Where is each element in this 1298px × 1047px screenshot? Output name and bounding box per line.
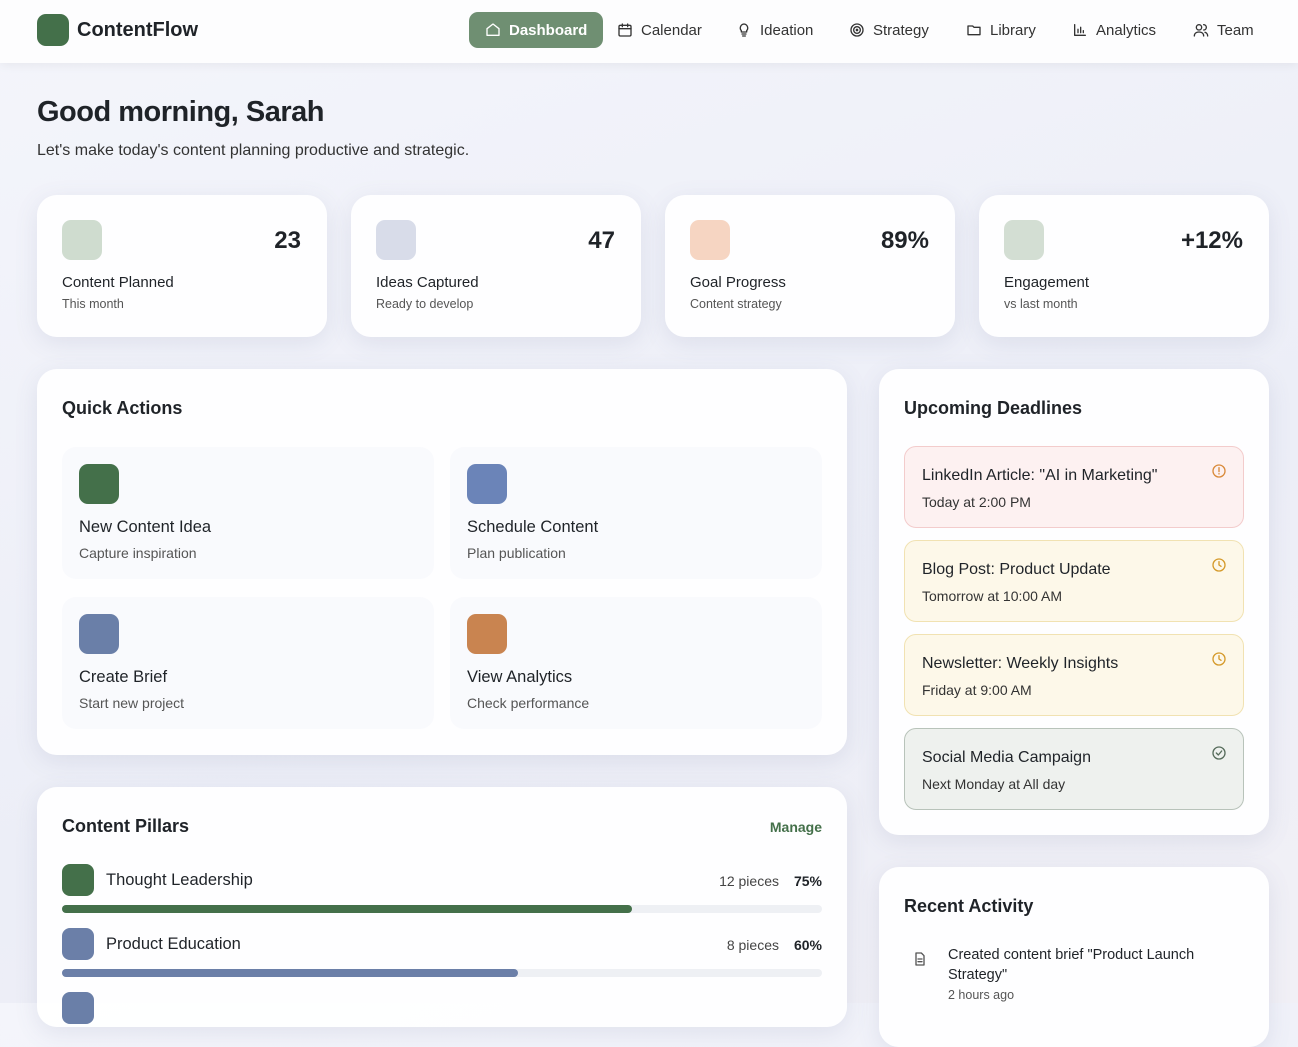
logo[interactable]	[37, 14, 69, 46]
stat-label: Engagement	[1004, 274, 1090, 291]
deadline-title: Social Media Campaign	[922, 749, 1091, 766]
stat-sub: This month	[62, 297, 124, 311]
stat-value: 47	[588, 227, 615, 254]
nav-label: Team	[1217, 21, 1254, 39]
activity-text: Created content brief "Product Launch St…	[948, 947, 1195, 983]
action-icon	[79, 614, 119, 654]
quick-action[interactable]: Create Brief Start new project	[62, 597, 434, 729]
nav-item[interactable]: Dashboard	[469, 12, 604, 48]
deadlines: Upcoming Deadlines LinkedIn Article: "AI…	[879, 369, 1269, 835]
deadline-title: Blog Post: Product Update	[922, 561, 1111, 578]
pillar-percent: 75%	[793, 873, 822, 889]
deadline-title: Newsletter: Weekly Insights	[922, 655, 1119, 672]
deadline-time: Tomorrow at 10:00 AM	[922, 588, 1063, 604]
stat-value: 23	[274, 227, 301, 254]
deadline-title: LinkedIn Article: "AI in Marketing"	[922, 467, 1158, 484]
nav-label: Dashboard	[509, 21, 588, 39]
pillar-pieces: 8 pieces	[726, 937, 779, 953]
pillar-pieces: 12 pieces	[719, 873, 779, 889]
content-pillars: Content Pillars Manage Thought Leadershi…	[37, 787, 847, 1027]
action-subtitle: Start new project	[79, 695, 185, 711]
brand[interactable]: ContentFlow	[77, 19, 199, 41]
stat-label: Goal Progress	[690, 274, 786, 291]
deadline[interactable]: Blog Post: Product Update Tomorrow at 10:…	[904, 540, 1244, 622]
stat-icon	[376, 220, 416, 260]
nav-label: Strategy	[873, 21, 929, 39]
action-icon	[467, 614, 507, 654]
pillar-name: Product Education	[106, 935, 241, 953]
stat-sub: Ready to develop	[376, 297, 474, 311]
clock-icon	[1212, 652, 1226, 666]
action-icon	[79, 464, 119, 504]
section-title: Recent Activity	[904, 896, 1034, 916]
progress-bar	[62, 969, 518, 977]
stat-icon	[1004, 220, 1044, 260]
stat-label: Ideas Captured	[376, 274, 479, 291]
section-title: Upcoming Deadlines	[904, 398, 1083, 418]
deadline[interactable]: Social Media Campaign Next Monday at All …	[904, 728, 1244, 810]
nav-label: Analytics	[1096, 21, 1157, 39]
progress-track	[62, 905, 822, 913]
nav-item[interactable]: Library	[950, 12, 1052, 48]
action-title: View Analytics	[467, 668, 573, 686]
quick-action[interactable]: Schedule Content Plan publication	[450, 447, 822, 579]
stat-card: 89% Goal Progress Content strategy	[665, 195, 955, 337]
stat-card: +12% Engagement vs last month	[979, 195, 1269, 337]
section-title: Content Pillars	[62, 816, 190, 836]
activity-time: 2 hours ago	[948, 988, 1015, 1002]
nav-item[interactable]: Calendar	[601, 12, 718, 48]
action-subtitle: Check performance	[467, 695, 590, 711]
deadline-time: Next Monday at All day	[922, 776, 1066, 792]
dashboard: ContentFlow Dashboard Calendar Ideation …	[0, 0, 1298, 1024]
stat-value: 89%	[880, 227, 929, 254]
deadline-time: Friday at 9:00 AM	[922, 682, 1032, 698]
stat-sub: Content strategy	[690, 297, 782, 311]
activity-icon	[915, 952, 925, 966]
progress-track	[62, 969, 822, 977]
stat-card: 47 Ideas Captured Ready to develop	[351, 195, 641, 337]
deadline-time: Today at 2:00 PM	[922, 494, 1031, 510]
stat-sub: vs last month	[1004, 297, 1078, 311]
stat-icon	[690, 220, 730, 260]
nav-item[interactable]: Analytics	[1056, 12, 1172, 48]
nav-item[interactable]: Team	[1177, 12, 1270, 48]
alert-icon	[1212, 464, 1226, 478]
action-title: Create Brief	[79, 668, 168, 686]
stat-value: +12%	[1180, 227, 1243, 254]
action-title: New Content Idea	[79, 518, 212, 536]
nav-label: Ideation	[760, 21, 814, 39]
page: {"brand":"ContentFlow", "nav":["Dashboar…	[0, 0, 1298, 1024]
action-icon	[467, 464, 507, 504]
nav-label: Calendar	[641, 21, 702, 39]
deadline[interactable]: LinkedIn Article: "AI in Marketing" Today…	[904, 446, 1244, 528]
recent-activity: Recent Activity Created content brief "P…	[879, 867, 1269, 1047]
nav-label: Library	[990, 21, 1036, 39]
deadline[interactable]: Newsletter: Weekly Insights Friday at 9:0…	[904, 634, 1244, 716]
manage-link[interactable]: Manage	[769, 819, 822, 835]
progress-bar	[62, 905, 632, 913]
pillar-percent: 60%	[793, 937, 822, 953]
nav-item[interactable]: Strategy	[833, 12, 945, 48]
pillar-icon	[62, 992, 94, 1024]
action-subtitle: Capture inspiration	[79, 545, 197, 561]
action-title: Schedule Content	[467, 518, 599, 536]
action-subtitle: Plan publication	[467, 545, 566, 561]
greeting-subtitle: Let's make today's content planning prod…	[37, 142, 470, 159]
clock-icon	[1212, 558, 1226, 572]
quick-actions: Quick Actions New Content Idea Capture in…	[37, 369, 847, 755]
pillar-icon	[62, 928, 94, 960]
stat-icon	[62, 220, 102, 260]
pillar-icon	[62, 864, 94, 896]
pillar-name: Thought Leadership	[106, 871, 253, 889]
stat-label: Content Planned	[62, 274, 174, 291]
nav-item[interactable]: Ideation	[720, 12, 829, 48]
greeting-title: Good morning, Sarah	[37, 96, 324, 128]
quick-action[interactable]: New Content Idea Capture inspiration	[62, 447, 434, 579]
stat-card: 23 Content Planned This month	[37, 195, 327, 337]
quick-action[interactable]: View Analytics Check performance	[450, 597, 822, 729]
section-title: Quick Actions	[62, 398, 183, 418]
top-nav: ContentFlow Dashboard Calendar Ideation …	[0, 0, 1298, 63]
check-icon	[1212, 746, 1226, 760]
